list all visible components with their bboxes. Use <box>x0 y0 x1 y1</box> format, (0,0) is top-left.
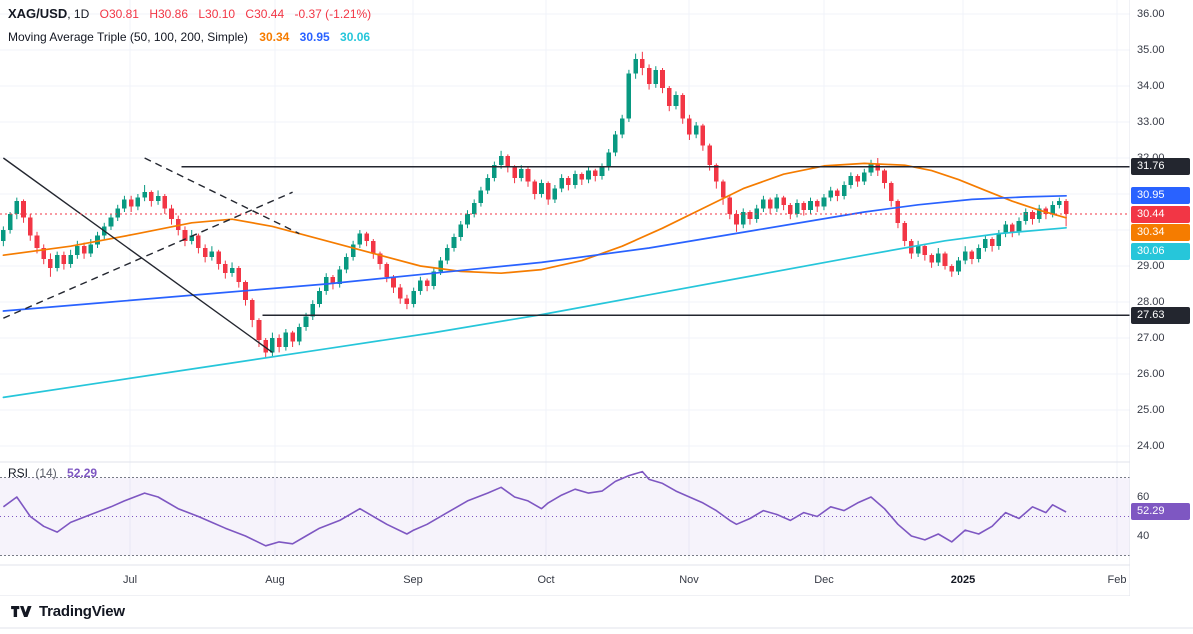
time-axis-label: Jul <box>122 574 138 586</box>
chart-footer: TradingView <box>0 596 1193 627</box>
symbol-legend: XAG/USD, 1D O30.81 H30.86 L30.10 C30.44 … <box>8 6 371 21</box>
time-axis-label: Sep <box>403 574 423 586</box>
ohlc-high: H30.86 <box>149 7 189 21</box>
price-axis-tick: 35.00 <box>1137 44 1165 56</box>
rsi-axis-tick: 40 <box>1137 530 1150 542</box>
ma100-value: 30.95 <box>299 30 330 44</box>
time-axis-label: Dec <box>814 574 834 586</box>
price-badge-last-price: 30.44 <box>1131 206 1190 223</box>
price-badge-resistance: 31.76 <box>1131 158 1190 175</box>
price-badge-ma200: 30.06 <box>1131 243 1190 260</box>
rsi-value: 52.29 <box>67 466 98 480</box>
tradingview-logo-icon[interactable] <box>10 604 32 619</box>
price-change: -0.37 (-1.21%) <box>294 7 372 21</box>
ohlc-close: C30.44 <box>245 7 285 21</box>
ma200-value: 30.06 <box>340 30 371 44</box>
price-axis-tick: 36.00 <box>1137 8 1165 20</box>
price-axis-tick: 27.00 <box>1137 332 1165 344</box>
rsi-indicator-title[interactable]: RSI <box>8 466 29 480</box>
time-axis-label: Nov <box>679 574 699 586</box>
price-axis-tick: 24.00 <box>1137 440 1165 452</box>
price-axis-tick: 26.00 <box>1137 368 1165 380</box>
tradingview-brand-text[interactable]: TradingView <box>39 603 125 620</box>
time-axis[interactable]: Jul Aug Sep Oct Nov Dec 2025 Feb <box>0 565 1130 596</box>
price-axis-tick: 33.00 <box>1137 116 1165 128</box>
ohlc-open: O30.81 <box>99 7 139 21</box>
timeframe-label[interactable]: 1D <box>73 7 90 21</box>
ma-indicator-legend: Moving Average Triple (50, 100, 200, Sim… <box>8 30 370 44</box>
ohlc-low: L30.10 <box>198 7 236 21</box>
price-axis-tick: 29.00 <box>1137 260 1165 272</box>
ma50-value: 30.34 <box>259 30 290 44</box>
rsi-axis-tick: 60 <box>1137 491 1150 503</box>
rsi-badge-value: 52.29 <box>1131 503 1190 520</box>
price-axis-tick: 25.00 <box>1137 404 1165 416</box>
symbol-separator: , <box>67 7 74 21</box>
time-axis-label: Aug <box>265 574 285 586</box>
rsi-indicator-legend: RSI (14) 52.29 <box>8 466 97 480</box>
rsi-params: (14) <box>35 466 57 480</box>
time-axis-label: Oct <box>537 574 555 586</box>
price-axis-tick: 28.00 <box>1137 296 1165 308</box>
price-axis[interactable]: 36.00 35.00 34.00 33.00 32.00 31.00 30.0… <box>1130 0 1193 596</box>
price-badge-ma50: 30.34 <box>1131 224 1190 241</box>
ma-indicator-title[interactable]: Moving Average Triple (50, 100, 200, Sim… <box>8 30 248 44</box>
time-axis-label: 2025 <box>950 574 976 586</box>
price-badge-support: 27.63 <box>1131 307 1190 324</box>
price-axis-tick: 34.00 <box>1137 80 1165 92</box>
symbol-name[interactable]: XAG/USD <box>8 6 68 21</box>
price-badge-ma100: 30.95 <box>1131 187 1190 204</box>
time-axis-label: Feb <box>1107 574 1127 586</box>
